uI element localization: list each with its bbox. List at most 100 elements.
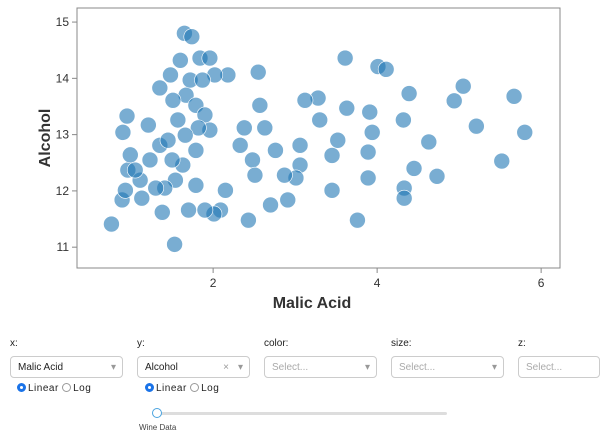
radio[interactable] — [190, 383, 200, 392]
point — [505, 88, 523, 105]
dropdown[interactable]: Malic Acid ▾ — [10, 356, 123, 378]
point — [126, 161, 144, 179]
point — [190, 119, 207, 137]
dropdown-value: Alcohol — [145, 362, 178, 373]
point — [180, 201, 197, 219]
dropdown-placeholder: Select... — [526, 362, 563, 373]
point — [217, 182, 234, 199]
point — [159, 131, 177, 149]
point — [187, 142, 205, 159]
radio-label: Linear — [28, 383, 59, 394]
point — [235, 119, 253, 137]
point — [296, 91, 314, 109]
point — [176, 126, 194, 144]
point — [251, 97, 269, 114]
point — [291, 137, 309, 154]
point — [164, 91, 182, 109]
point — [445, 92, 463, 110]
point — [311, 111, 329, 129]
field-label: x: — [10, 338, 18, 349]
dropdown[interactable]: Alcohol × ▾ — [137, 356, 250, 378]
point — [153, 203, 171, 221]
radio[interactable] — [62, 383, 72, 392]
y-tick-label: 14 — [56, 71, 70, 85]
point — [400, 85, 418, 102]
slider-track — [157, 412, 447, 415]
point — [428, 167, 446, 185]
x-tick-label: 6 — [538, 276, 545, 290]
point — [323, 147, 341, 164]
point — [420, 133, 438, 151]
point — [196, 201, 214, 219]
dropdown-placeholder: Select... — [399, 362, 436, 373]
point — [163, 151, 181, 169]
field-label: z: — [518, 338, 526, 349]
point — [140, 116, 157, 134]
point — [117, 182, 134, 199]
field-label: color: — [264, 338, 289, 349]
y-tick-label: 12 — [56, 184, 70, 198]
point — [114, 124, 132, 141]
scale-radios: Linear Log — [145, 383, 219, 394]
chart: Malic Acid Alcohol 2 4 6 11 12 13 14 15 — [37, 7, 561, 312]
radio-label: Linear — [156, 383, 187, 394]
point — [363, 124, 381, 141]
slider-label: Wine Data — [139, 423, 177, 432]
point — [256, 119, 274, 137]
point — [201, 49, 219, 67]
point — [468, 117, 485, 135]
point — [395, 111, 412, 129]
field-label: size: — [391, 338, 412, 349]
point — [336, 49, 354, 67]
point — [244, 151, 261, 169]
x-axis-title: Malic Acid — [273, 295, 352, 312]
point — [162, 66, 179, 84]
point — [151, 79, 169, 97]
radio-label: Log — [201, 383, 220, 394]
y-tick-label: 13 — [56, 128, 70, 142]
point — [405, 160, 423, 177]
field-label: y: — [137, 338, 145, 349]
dropdown[interactable]: Select... ▾ — [264, 356, 377, 378]
plot-area — [76, 7, 561, 269]
y-tick-label: 11 — [57, 240, 70, 254]
radio[interactable] — [17, 383, 26, 392]
point — [359, 143, 377, 161]
point — [338, 99, 356, 117]
point — [187, 176, 205, 194]
dropdown[interactable]: Select... ▾ — [391, 356, 504, 378]
point — [267, 142, 284, 159]
point — [359, 169, 377, 187]
point — [103, 215, 120, 233]
radio[interactable] — [145, 383, 154, 392]
point — [122, 146, 139, 164]
point — [276, 166, 293, 184]
point — [323, 182, 341, 199]
point — [240, 211, 257, 229]
point — [172, 52, 189, 69]
radio-label: Log — [73, 383, 92, 394]
dropdown-value: Malic Acid — [18, 362, 64, 373]
point — [395, 189, 413, 207]
point — [454, 77, 472, 95]
point — [329, 131, 347, 149]
point — [118, 107, 136, 125]
point — [169, 111, 187, 129]
point — [147, 179, 165, 197]
x-tick-label: 2 — [210, 276, 217, 290]
slider-handle[interactable] — [152, 408, 162, 418]
y-axis-title: Alcohol — [37, 109, 54, 168]
point — [133, 189, 151, 207]
point — [279, 191, 297, 209]
point — [516, 124, 534, 141]
point — [361, 103, 379, 121]
point — [246, 166, 264, 184]
scale-radios: Linear Log — [17, 383, 91, 394]
point — [349, 211, 366, 229]
point — [141, 151, 159, 169]
y-tick-label: 15 — [56, 15, 70, 29]
dropdown[interactable]: Select... — [518, 356, 600, 378]
point — [183, 28, 201, 46]
point — [166, 236, 183, 253]
